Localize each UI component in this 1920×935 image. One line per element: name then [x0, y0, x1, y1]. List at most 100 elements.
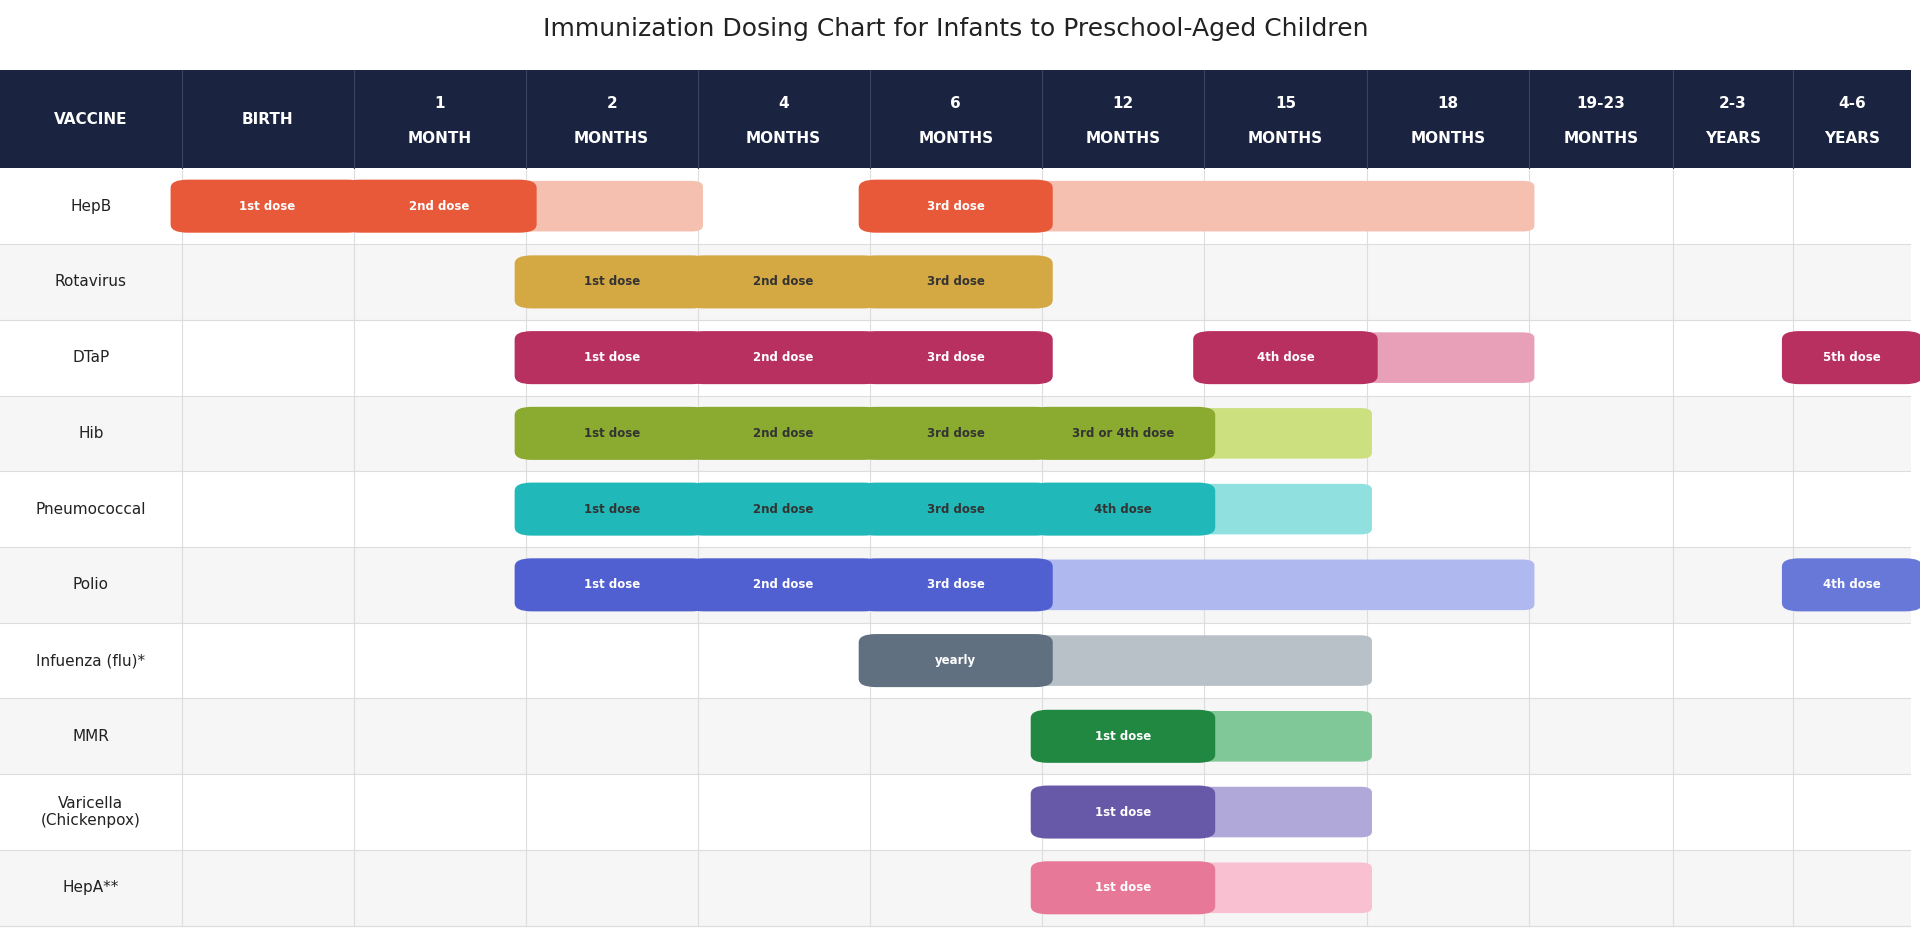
Text: Immunization Dosing Chart for Infants to Preschool-Aged Children: Immunization Dosing Chart for Infants to… [543, 18, 1369, 41]
Text: MONTHS: MONTHS [1248, 131, 1323, 147]
Text: 2-3: 2-3 [1718, 96, 1747, 111]
Text: MONTHS: MONTHS [918, 131, 993, 147]
FancyBboxPatch shape [858, 180, 1052, 233]
FancyBboxPatch shape [858, 482, 1052, 536]
Text: 3rd dose: 3rd dose [927, 503, 985, 515]
FancyBboxPatch shape [858, 634, 1052, 687]
FancyBboxPatch shape [687, 558, 881, 611]
Text: 4: 4 [778, 96, 789, 111]
FancyBboxPatch shape [864, 483, 1046, 535]
FancyBboxPatch shape [520, 256, 703, 308]
Text: DTaP: DTaP [73, 350, 109, 366]
Text: 2: 2 [607, 96, 616, 111]
FancyBboxPatch shape [1031, 710, 1215, 763]
FancyBboxPatch shape [693, 332, 876, 383]
Text: 15: 15 [1275, 96, 1296, 111]
FancyBboxPatch shape [0, 850, 1912, 926]
Text: MONTHS: MONTHS [1563, 131, 1638, 147]
Text: Hib: Hib [79, 425, 104, 441]
Text: 12: 12 [1112, 96, 1133, 111]
FancyBboxPatch shape [1037, 786, 1373, 838]
FancyBboxPatch shape [687, 331, 881, 384]
FancyBboxPatch shape [858, 407, 1052, 460]
FancyBboxPatch shape [858, 331, 1052, 384]
FancyBboxPatch shape [0, 698, 1912, 774]
FancyBboxPatch shape [687, 255, 881, 309]
FancyBboxPatch shape [0, 471, 1912, 547]
FancyBboxPatch shape [1782, 558, 1920, 611]
Text: MONTH: MONTH [407, 131, 472, 147]
Text: 2nd dose: 2nd dose [753, 503, 814, 515]
Text: Infuenza (flu)*: Infuenza (flu)* [36, 653, 146, 669]
Text: 3rd dose: 3rd dose [927, 352, 985, 364]
Text: MONTHS: MONTHS [1085, 131, 1160, 147]
Text: 4th dose: 4th dose [1824, 579, 1882, 591]
FancyBboxPatch shape [864, 635, 1373, 686]
FancyBboxPatch shape [1031, 407, 1215, 460]
FancyBboxPatch shape [515, 407, 708, 460]
Text: 3rd dose: 3rd dose [927, 276, 985, 288]
Text: MONTHS: MONTHS [574, 131, 649, 147]
FancyBboxPatch shape [348, 180, 703, 232]
FancyBboxPatch shape [515, 255, 708, 309]
FancyBboxPatch shape [520, 483, 703, 535]
Text: 1: 1 [434, 96, 445, 111]
FancyBboxPatch shape [864, 180, 1534, 232]
Text: Varicella
(Chickenpox): Varicella (Chickenpox) [40, 796, 140, 828]
FancyBboxPatch shape [515, 558, 708, 611]
FancyBboxPatch shape [693, 559, 876, 611]
Text: 3rd dose: 3rd dose [927, 579, 985, 591]
FancyBboxPatch shape [0, 623, 1912, 698]
FancyBboxPatch shape [1037, 483, 1373, 535]
Text: yearly: yearly [935, 654, 975, 667]
FancyBboxPatch shape [864, 332, 1046, 383]
FancyBboxPatch shape [1031, 861, 1215, 914]
Text: 2nd dose: 2nd dose [753, 276, 814, 288]
FancyBboxPatch shape [858, 255, 1052, 309]
FancyBboxPatch shape [864, 559, 1534, 611]
FancyBboxPatch shape [1198, 332, 1534, 383]
FancyBboxPatch shape [1031, 785, 1215, 839]
Text: 1st dose: 1st dose [584, 503, 639, 515]
Text: HepB: HepB [71, 198, 111, 214]
FancyBboxPatch shape [864, 256, 1046, 308]
FancyBboxPatch shape [520, 408, 703, 459]
FancyBboxPatch shape [1192, 331, 1379, 384]
Text: 1st dose: 1st dose [584, 579, 639, 591]
Text: VACCINE: VACCINE [54, 111, 127, 127]
FancyBboxPatch shape [693, 256, 876, 308]
FancyBboxPatch shape [1037, 408, 1373, 459]
Text: HepA**: HepA** [63, 880, 119, 896]
FancyBboxPatch shape [687, 482, 881, 536]
FancyBboxPatch shape [0, 244, 1912, 320]
Text: 4th dose: 4th dose [1094, 503, 1152, 515]
Text: 6: 6 [950, 96, 962, 111]
Text: MONTHS: MONTHS [747, 131, 822, 147]
FancyBboxPatch shape [520, 332, 703, 383]
FancyBboxPatch shape [858, 558, 1052, 611]
Text: 1st dose: 1st dose [1094, 882, 1152, 894]
Text: 2nd dose: 2nd dose [753, 352, 814, 364]
Text: 3rd or 4th dose: 3rd or 4th dose [1071, 427, 1175, 439]
Text: 3rd dose: 3rd dose [927, 427, 985, 439]
Text: Rotavirus: Rotavirus [56, 274, 127, 290]
FancyBboxPatch shape [0, 774, 1912, 850]
FancyBboxPatch shape [693, 408, 876, 459]
Text: MMR: MMR [73, 728, 109, 744]
Text: 19-23: 19-23 [1576, 96, 1624, 111]
FancyBboxPatch shape [171, 180, 365, 233]
FancyBboxPatch shape [1037, 862, 1373, 913]
Text: 1st dose: 1st dose [584, 276, 639, 288]
Text: 4th dose: 4th dose [1256, 352, 1315, 364]
FancyBboxPatch shape [0, 320, 1912, 396]
Text: 3rd dose: 3rd dose [927, 200, 985, 212]
Text: 18: 18 [1438, 96, 1459, 111]
FancyBboxPatch shape [0, 70, 1912, 168]
Text: MONTHS: MONTHS [1411, 131, 1486, 147]
FancyBboxPatch shape [0, 547, 1912, 623]
FancyBboxPatch shape [0, 168, 1912, 244]
Text: 1st dose: 1st dose [584, 427, 639, 439]
Text: 1st dose: 1st dose [1094, 730, 1152, 742]
Text: 1st dose: 1st dose [1094, 806, 1152, 818]
FancyBboxPatch shape [693, 483, 876, 535]
